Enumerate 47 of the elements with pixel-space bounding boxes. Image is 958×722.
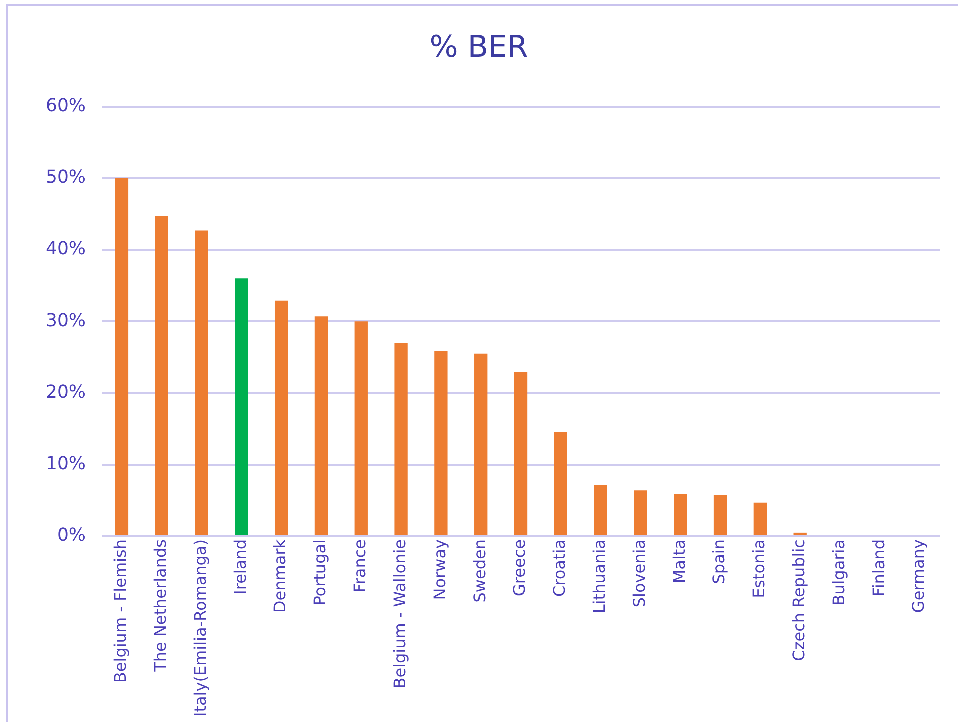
x-tick-label: The Netherlands: [151, 540, 170, 673]
bar: [554, 432, 568, 536]
y-tick-label: 10%: [46, 454, 86, 475]
x-tick-label: Spain: [710, 540, 729, 584]
x-tick-label: Greece: [510, 540, 530, 596]
bar: [794, 532, 807, 536]
bar: [474, 354, 488, 536]
y-tick-label: 30%: [46, 310, 86, 332]
x-tick-label: Bulgaria: [829, 540, 848, 606]
bar: [434, 351, 448, 536]
bar: [514, 372, 528, 536]
bar: [115, 178, 129, 536]
y-tick-label: 60%: [46, 95, 86, 116]
chart-title: % BER: [428, 30, 530, 65]
y-tick-label: 20%: [46, 382, 86, 403]
bar: [674, 494, 688, 536]
x-tick-label: Sweden: [470, 540, 490, 603]
x-tick-label: Lithuania: [590, 540, 609, 614]
x-tick-label: Belgium - Wallonie: [390, 540, 410, 689]
bar: [594, 484, 608, 536]
bar: [314, 316, 328, 536]
bar: [714, 494, 728, 536]
bar: [274, 300, 288, 536]
x-tick-label: Germany: [909, 540, 928, 614]
x-tick-label: Finland: [869, 540, 888, 597]
bar: [354, 322, 368, 536]
x-tick-label: Denmark: [270, 538, 290, 614]
x-tick-label: Belgium - Flemish: [111, 540, 130, 684]
bar: [634, 490, 648, 536]
x-tick-label: Ireland: [230, 540, 250, 595]
bar: [195, 230, 208, 536]
x-tick-label: Croatia: [550, 540, 570, 598]
x-tick-label: Italy(Emilia-Romanga): [190, 540, 210, 717]
y-tick-label: 40%: [46, 238, 86, 260]
x-tick-label: Czech Republic: [789, 540, 808, 662]
y-tick-label: 50%: [46, 167, 86, 188]
x-tick-label: Slovenia: [630, 540, 649, 608]
bar: [754, 502, 768, 536]
x-tick-label: Portugal: [310, 540, 330, 606]
x-tick-label: Estonia: [750, 540, 769, 598]
bar: [235, 278, 248, 536]
y-tick-label: 0%: [57, 525, 86, 546]
x-tick-label: France: [350, 540, 370, 593]
x-tick-label: Malta: [670, 540, 689, 584]
bar: [394, 343, 408, 536]
x-tick-label: Norway: [430, 540, 450, 600]
bar: [155, 216, 168, 536]
